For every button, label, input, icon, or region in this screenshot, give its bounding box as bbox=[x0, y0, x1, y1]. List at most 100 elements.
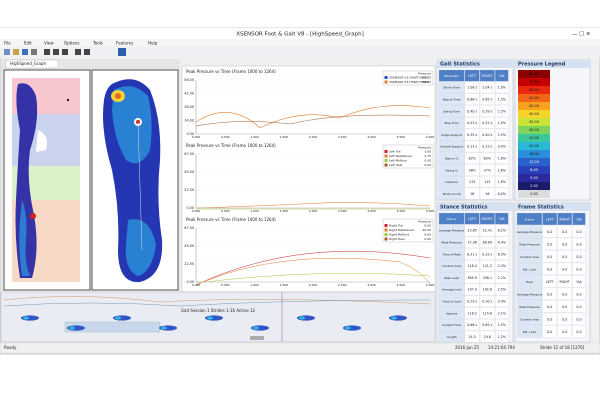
table-cell bbox=[495, 271, 509, 284]
cell-text: 2.6% bbox=[498, 168, 506, 172]
curve bbox=[195, 257, 431, 286]
menu-item[interactable]: File bbox=[4, 41, 11, 46]
header-cell bbox=[464, 212, 480, 225]
status-time: 14:21:04.794 bbox=[488, 345, 515, 350]
tool-icon[interactable] bbox=[75, 49, 81, 55]
tool-icon[interactable] bbox=[84, 49, 90, 55]
table-cell bbox=[479, 224, 495, 237]
legend-color bbox=[518, 118, 550, 126]
x-tick-label: 1.500 bbox=[279, 209, 288, 213]
tool-icon[interactable] bbox=[13, 49, 19, 55]
tool-icon[interactable] bbox=[31, 49, 37, 55]
table-cell bbox=[516, 262, 542, 275]
header-cell bbox=[557, 212, 572, 225]
table-cell bbox=[495, 319, 509, 331]
tool-icon[interactable] bbox=[22, 49, 28, 55]
cell-text: 0.0 bbox=[547, 267, 552, 271]
menu-item[interactable]: Help bbox=[148, 41, 158, 46]
cell-text: %A bbox=[576, 280, 582, 284]
table-cell bbox=[464, 128, 480, 141]
tab[interactable] bbox=[5, 59, 59, 69]
tool-icon[interactable] bbox=[44, 49, 50, 55]
legend-level: 2.00 bbox=[530, 184, 538, 188]
table-cell bbox=[464, 164, 480, 176]
table-cell bbox=[557, 287, 572, 300]
table-cell bbox=[464, 271, 480, 284]
menu-item[interactable]: View bbox=[44, 41, 54, 46]
header-cell bbox=[479, 69, 495, 82]
table-cell bbox=[557, 225, 572, 238]
cell-text: 0.0 bbox=[576, 267, 581, 271]
cell-text: 3.4% bbox=[498, 300, 506, 304]
cell-text: 16 bbox=[470, 192, 474, 196]
cell-text: 6.3% bbox=[498, 252, 506, 256]
legend-swatch bbox=[384, 228, 388, 232]
legend-color bbox=[518, 110, 550, 118]
table-cell bbox=[438, 140, 465, 153]
tool-icon[interactable] bbox=[53, 49, 59, 55]
table-cell bbox=[479, 330, 495, 343]
y-tick-label: 42.00 bbox=[184, 92, 194, 96]
table-cell bbox=[479, 140, 495, 153]
table-cell bbox=[479, 260, 495, 272]
cell-text: 1.9% bbox=[498, 121, 506, 125]
footprint-core bbox=[253, 326, 259, 330]
tool-icon[interactable] bbox=[118, 48, 126, 56]
legend-color bbox=[518, 158, 550, 166]
cell-text: 0.0 bbox=[562, 292, 567, 296]
scroll-thumb[interactable] bbox=[250, 336, 264, 340]
header-text: LEFT bbox=[468, 74, 477, 78]
window-controls[interactable]: — ☐ ✕ bbox=[572, 31, 591, 38]
table-cell bbox=[479, 236, 495, 248]
tool-icon[interactable] bbox=[62, 49, 68, 55]
legend-value: 0.00 bbox=[424, 233, 431, 237]
cell-text: 358.1 bbox=[483, 276, 492, 280]
menu-item[interactable]: Features bbox=[116, 41, 133, 46]
table-cell bbox=[495, 81, 509, 94]
cell-text: 0.0% bbox=[498, 145, 506, 149]
table-cell bbox=[516, 300, 542, 313]
legend-box bbox=[382, 70, 434, 86]
menu-item[interactable]: Options bbox=[64, 41, 79, 46]
legend-value: 40.00 bbox=[422, 228, 431, 232]
header-cell bbox=[438, 69, 465, 82]
legend-name: Left Heel bbox=[389, 163, 403, 167]
menu-item[interactable]: Tools bbox=[92, 41, 103, 46]
menu-item[interactable]: Edit bbox=[24, 41, 32, 46]
curve bbox=[195, 202, 431, 209]
pressure-image bbox=[103, 79, 163, 283]
legend-header: Pressure bbox=[418, 220, 431, 224]
table-cell bbox=[479, 105, 495, 117]
table-cell bbox=[464, 319, 480, 331]
panel-header bbox=[437, 203, 513, 211]
cell-text: Step Time bbox=[444, 121, 459, 125]
graph-title: Peak Pressure vs Time (Frame 1000 to 126… bbox=[186, 69, 276, 74]
x-tick-label: 1.500 bbox=[279, 283, 288, 287]
table-cell bbox=[572, 325, 586, 338]
cell-text: 0.31 s bbox=[467, 252, 477, 256]
header-text: LEFT bbox=[546, 217, 555, 221]
table-cell bbox=[438, 176, 465, 188]
table-cell bbox=[438, 330, 465, 343]
table-cell bbox=[438, 307, 465, 319]
x-tick-label: 0.500 bbox=[221, 209, 230, 213]
status-stride: Stride 12 of 18 [1270] bbox=[540, 345, 585, 350]
x-tick-label: 2.000 bbox=[309, 283, 318, 287]
cell-text: Double Support bbox=[440, 145, 463, 149]
cell-text: Average Pressure bbox=[439, 229, 464, 233]
table-cell bbox=[495, 307, 509, 319]
footprint-core bbox=[345, 326, 351, 330]
cell-text: 0.13 s bbox=[467, 145, 477, 149]
graph-title: Peak Pressure vs Time (Frame 1000 to 126… bbox=[186, 217, 276, 222]
table-cell bbox=[542, 312, 557, 325]
cell-text: Contact Area bbox=[442, 264, 461, 268]
header-text: %A bbox=[499, 217, 505, 221]
tool-icon[interactable] bbox=[4, 49, 10, 55]
table-cell bbox=[557, 275, 572, 288]
cell-text: Swing Time bbox=[443, 109, 460, 113]
table-cell bbox=[438, 319, 465, 331]
cell-text: 0.33 s bbox=[482, 252, 492, 256]
table-cell bbox=[464, 93, 480, 105]
table-cell bbox=[495, 187, 509, 200]
table-cell bbox=[572, 275, 586, 288]
